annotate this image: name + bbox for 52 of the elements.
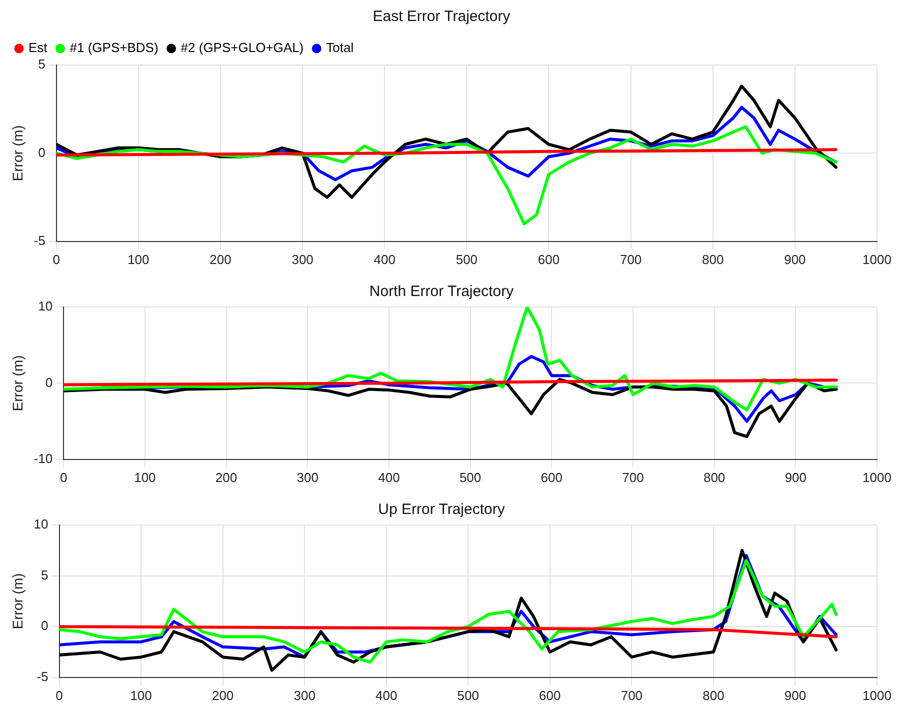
- legend-label: Est: [28, 40, 48, 56]
- y-tick-label: 0: [45, 374, 53, 390]
- legend-label: #2 (GPS+GLO+GAL): [180, 40, 304, 56]
- x-tick-label: 300: [294, 688, 316, 703]
- y-tick-label: 10: [34, 516, 48, 532]
- x-tick-label: 0: [60, 470, 68, 485]
- x-tick-label: 400: [378, 470, 400, 485]
- x-tick-label: 1000: [862, 470, 892, 485]
- x-tick-label: 300: [296, 470, 318, 485]
- y-tick-label: 5: [41, 567, 48, 582]
- x-tick-label: 600: [539, 688, 561, 703]
- x-tick-label: 100: [130, 688, 152, 703]
- x-tick-label: 100: [128, 252, 150, 267]
- x-tick-label: 700: [620, 252, 642, 267]
- legend-label: Total: [326, 40, 354, 56]
- x-tick-label: 900: [784, 688, 806, 703]
- y-tick-label: 5: [38, 56, 46, 72]
- x-tick-label: 500: [459, 470, 482, 485]
- x-tick-label: 600: [540, 470, 562, 485]
- x-tick-label: 200: [215, 470, 238, 485]
- x-tick-label: 100: [134, 470, 156, 485]
- y-tick-label: 0: [41, 618, 48, 634]
- x-tick-label: 500: [457, 688, 479, 703]
- x-tick-label: 200: [212, 688, 234, 703]
- x-tick-label: 0: [56, 688, 63, 703]
- x-tick-label: 900: [784, 470, 807, 485]
- chart-title: North Error Trajectory: [369, 283, 514, 300]
- y-tick-label: -5: [36, 668, 48, 684]
- chart-title: East Error Trajectory: [372, 8, 511, 26]
- x-tick-label: 800: [702, 252, 724, 267]
- legend-label: #1 (GPS+BDS): [70, 40, 158, 56]
- y-tick-label: -10: [34, 450, 53, 466]
- x-tick-label: 300: [292, 252, 314, 267]
- y-axis-title: Error (m): [9, 355, 26, 412]
- x-tick-label: 500: [456, 252, 478, 267]
- y-axis-title: Error (m): [9, 125, 26, 182]
- y-axis-title: Error (m): [9, 573, 26, 630]
- x-tick-label: 1000: [862, 252, 892, 267]
- x-tick-label: 800: [702, 688, 724, 703]
- y-tick-label: 10: [38, 298, 53, 314]
- y-tick-label: 0: [38, 144, 46, 160]
- x-tick-label: 600: [538, 252, 560, 267]
- x-tick-label: 400: [374, 252, 396, 267]
- x-tick-label: 1000: [862, 688, 892, 703]
- x-tick-label: 400: [376, 688, 398, 703]
- x-tick-label: 800: [703, 470, 726, 485]
- x-tick-label: 200: [210, 252, 232, 267]
- y-tick-label: -5: [34, 232, 46, 248]
- x-tick-label: 900: [784, 252, 806, 267]
- chart-title: Up Error Trajectory: [378, 501, 506, 518]
- x-tick-label: 700: [622, 470, 644, 485]
- x-tick-label: 700: [620, 688, 643, 703]
